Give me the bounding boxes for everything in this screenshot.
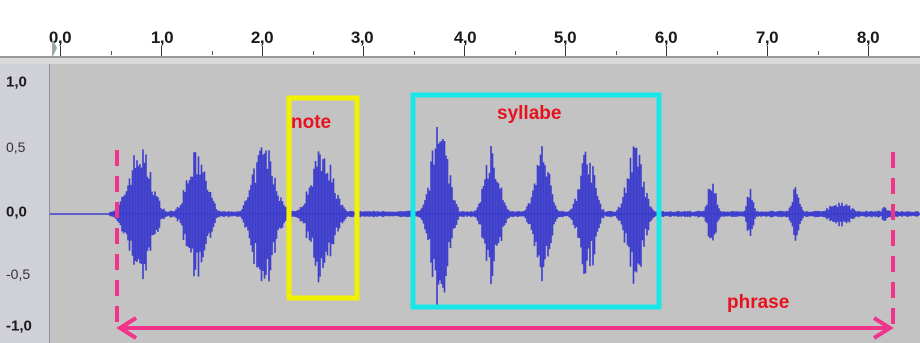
- amp-label-center: 0,0: [6, 203, 27, 221]
- phrase-label: phrase: [727, 292, 790, 313]
- ruler-separator: [0, 56, 920, 64]
- ruler-label-7: 7,0: [755, 28, 779, 47]
- syllable-label: syllabe: [497, 103, 562, 124]
- ruler-label-3: 3,0: [350, 28, 374, 47]
- amp-label-top: 1,0: [6, 73, 27, 91]
- waveform: [50, 126, 920, 307]
- ruler-label-5: 5,0: [553, 28, 577, 47]
- ruler-label-6: 6,0: [654, 28, 678, 47]
- ruler-label-8: 8,0: [856, 28, 880, 47]
- play-position-marker[interactable]: [52, 38, 57, 58]
- timeline-ruler[interactable]: 0,0 1,0 2,0 3,0 4,0 5,0 6,0 7,0 8,0: [0, 0, 920, 64]
- amp-label-bottom: -1,0: [6, 317, 32, 335]
- ruler-label-1: 1,0: [150, 28, 174, 47]
- ruler-label-2: 2,0: [250, 28, 274, 47]
- note-label: note: [291, 112, 332, 133]
- ruler-label-4: 4,0: [453, 28, 477, 47]
- amplitude-scale: 1,0 0,5 0,0 -0,5 -1,0: [0, 64, 50, 343]
- amp-label-upper-mid: 0,5: [6, 139, 26, 155]
- audio-track-canvas[interactable]: [50, 64, 920, 343]
- amp-label-lower-mid: -0,5: [6, 266, 31, 282]
